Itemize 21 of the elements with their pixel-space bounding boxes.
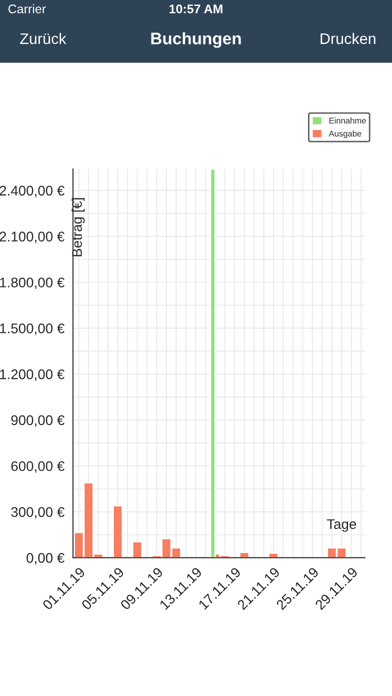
text: Carrier <box>8 4 46 14</box>
bar <box>112 504 124 558</box>
y-tick-label: 300,00 € <box>11 507 64 519</box>
bar <box>268 552 279 558</box>
y-tick-label: 2.400,00 € <box>0 186 64 198</box>
legend-label: Ausgabe <box>328 130 362 138</box>
y-tick-label: 600,00 € <box>11 461 64 473</box>
x-axis-title: Tage <box>326 519 356 532</box>
y-tick-label: 2.100,00 € <box>0 232 64 244</box>
bar <box>132 540 143 558</box>
y-tick-label: 1.500,00 € <box>0 323 64 335</box>
y-tick-label: 1.200,00 € <box>0 369 64 381</box>
y-tick-label: 1.800,00 € <box>0 278 64 290</box>
text: 10:57 AM <box>170 4 222 14</box>
y-tick-label: 0,00 € <box>26 553 64 565</box>
chart-title: Buchungen <box>151 32 241 48</box>
legend-label: Einnahme <box>329 117 366 124</box>
y-tick-label: 900,00 € <box>11 415 64 427</box>
bar <box>238 552 250 558</box>
text: Drucken <box>320 32 376 44</box>
text: Zurück <box>20 32 66 44</box>
